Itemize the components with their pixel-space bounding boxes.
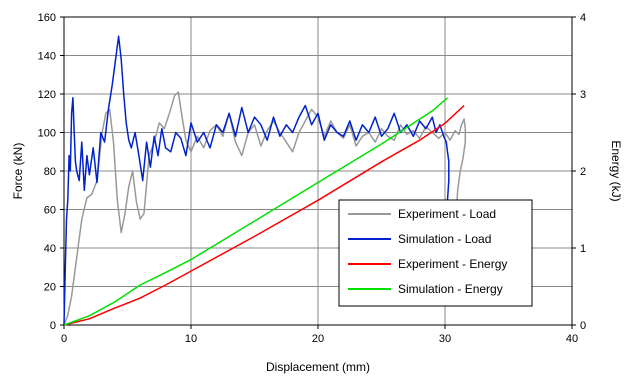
y-tick-label: 40 (44, 243, 56, 255)
x-tick-label: 40 (566, 333, 578, 345)
series-line-experiment-energy (63, 104, 465, 326)
y2-tick-label: 4 (580, 12, 586, 24)
x-tick-label: 10 (185, 333, 197, 345)
y-tick-label: 140 (38, 51, 56, 63)
series-line-simulation-load (63, 35, 450, 326)
y2-axis-label: Energy (kJ) (609, 140, 623, 201)
y-tick-label: 160 (38, 12, 56, 24)
legend: Experiment - Load Simulation - Load Experi… (338, 199, 533, 307)
legend-label-simulation-load: Simulation - Load (398, 232, 491, 246)
y-axis-label: Force (kN) (11, 143, 25, 200)
y-tick-label: 120 (38, 89, 56, 101)
y2-tick-label: 0 (580, 320, 586, 332)
legend-label-experiment-energy: Experiment - Energy (398, 257, 507, 271)
legend-label-experiment-load: Experiment - Load (398, 207, 496, 221)
y2-tick-label: 1 (580, 243, 586, 255)
series-layer (63, 35, 467, 326)
x-tick-label: 30 (439, 333, 451, 345)
y-tick-label: 60 (44, 205, 56, 217)
grid (64, 17, 572, 325)
x-tick-label: 20 (312, 333, 324, 345)
legend-label-simulation-energy: Simulation - Energy (398, 282, 503, 296)
y-tick-label: 0 (50, 320, 56, 332)
x-tick-label: 0 (61, 333, 67, 345)
y2-tick-label: 3 (580, 89, 586, 101)
series-line-simulation-energy (63, 97, 448, 326)
y-tick-label: 80 (44, 166, 56, 178)
y-tick-label: 100 (38, 128, 56, 140)
y-tick-label: 20 (44, 282, 56, 294)
x-axis-label: Displacement (mm) (266, 360, 370, 374)
y2-tick-label: 2 (580, 166, 586, 178)
series-line-experiment-load (63, 91, 467, 326)
